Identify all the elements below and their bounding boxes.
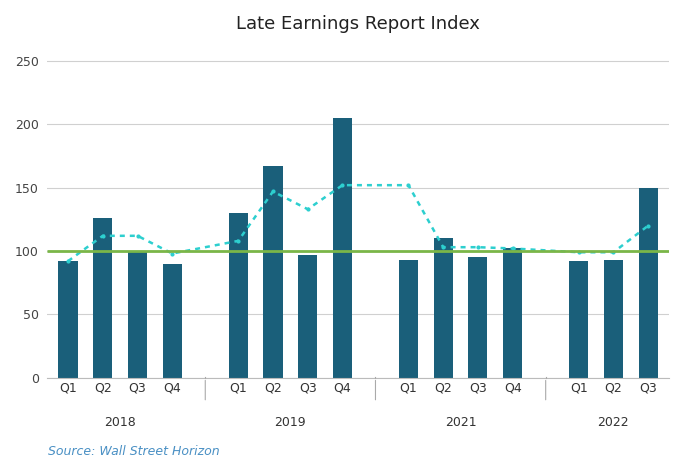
- Bar: [569, 261, 588, 378]
- Text: 2018: 2018: [104, 417, 136, 430]
- Text: 2019: 2019: [274, 417, 306, 430]
- Bar: [298, 255, 317, 378]
- Bar: [59, 261, 77, 378]
- Bar: [163, 263, 182, 378]
- Bar: [469, 257, 488, 378]
- Bar: [228, 213, 248, 378]
- Bar: [128, 251, 147, 378]
- Bar: [263, 166, 282, 378]
- Bar: [399, 260, 418, 378]
- Bar: [503, 249, 523, 378]
- Bar: [333, 118, 352, 378]
- Text: Source: Wall Street Horizon: Source: Wall Street Horizon: [48, 445, 220, 458]
- Text: 2022: 2022: [598, 417, 629, 430]
- Bar: [434, 238, 453, 378]
- Bar: [639, 188, 658, 378]
- Bar: [93, 218, 112, 378]
- Text: 2021: 2021: [445, 417, 476, 430]
- Bar: [604, 260, 623, 378]
- Title: Late Earnings Report Index: Late Earnings Report Index: [236, 15, 480, 33]
